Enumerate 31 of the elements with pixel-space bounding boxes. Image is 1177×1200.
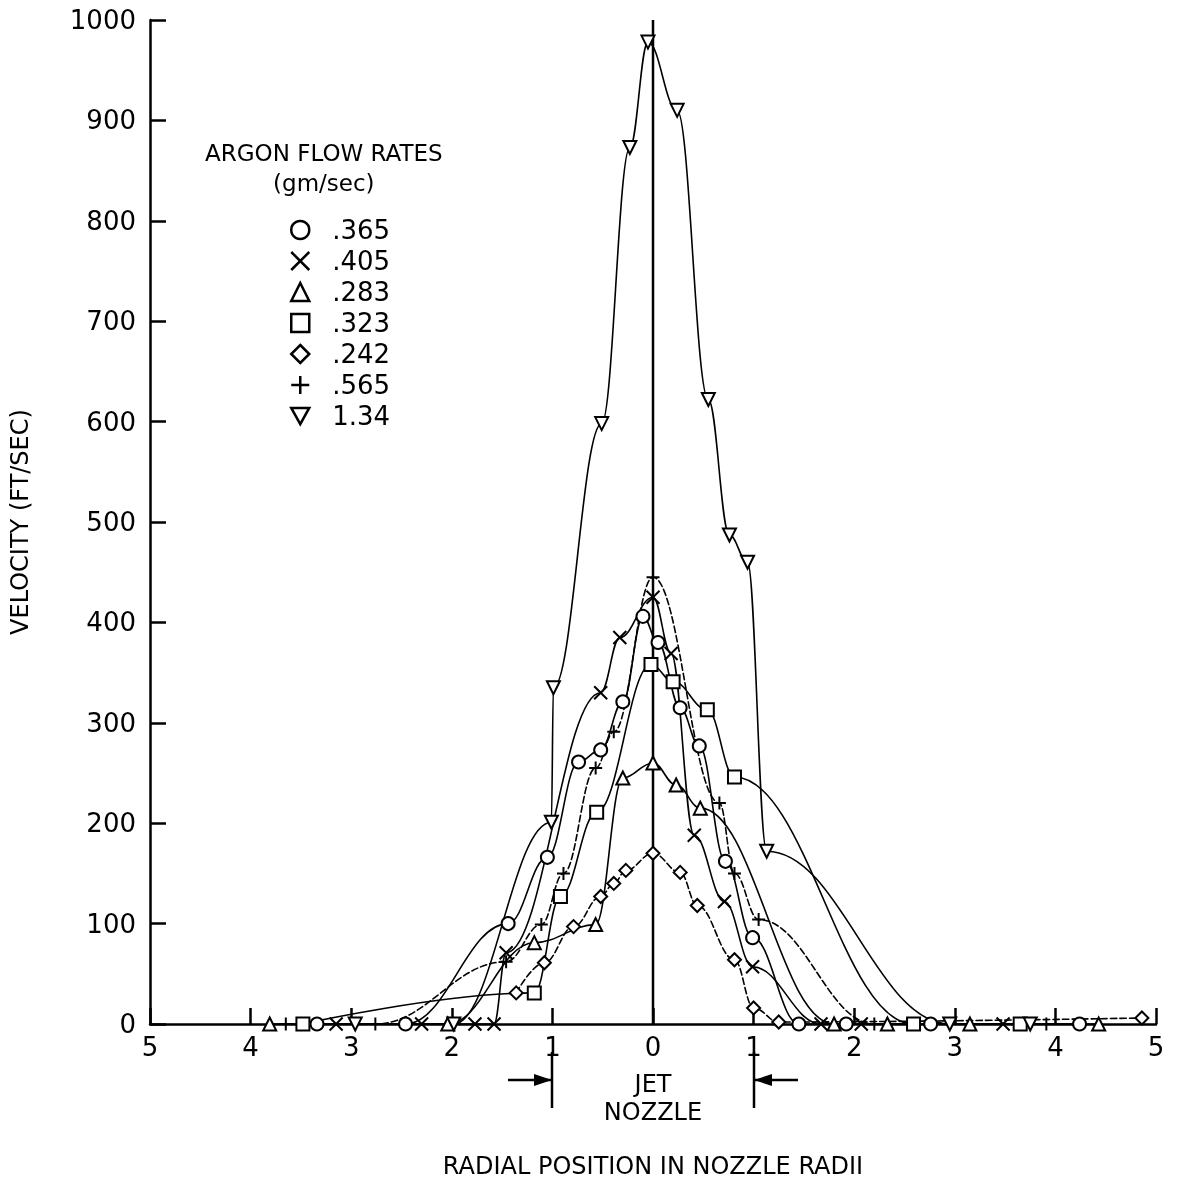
y-tick-label: 200 bbox=[86, 808, 136, 839]
legend-label: .405 bbox=[332, 246, 391, 276]
legend-label: .242 bbox=[332, 339, 391, 369]
legend-title: ARGON FLOW RATES (gm/sec) bbox=[205, 139, 443, 198]
x-tick-label: 2 bbox=[845, 1032, 863, 1062]
x-tick-label: 2 bbox=[443, 1032, 461, 1062]
y-tick-label: 1000 bbox=[69, 5, 136, 35]
legend-label: 1.34 bbox=[332, 401, 391, 431]
y-tick-label: 600 bbox=[86, 406, 136, 437]
y-tick-label: 500 bbox=[86, 507, 136, 537]
x-tick-label: 5 bbox=[1147, 1032, 1165, 1062]
x-tick-label: 4 bbox=[1047, 1032, 1064, 1062]
y-axis-title: VELOCITY (FT/SEC) bbox=[6, 409, 34, 635]
y-tick-label: 0 bbox=[119, 1009, 136, 1039]
legend-label: .365 bbox=[332, 215, 391, 245]
x-tick-label: 5 bbox=[141, 1032, 159, 1062]
legend-label: .565 bbox=[332, 370, 391, 400]
legend-label: .283 bbox=[332, 277, 391, 307]
y-tick-label: 900 bbox=[86, 105, 136, 136]
text: JET NOZZLE bbox=[602, 1070, 704, 1126]
y-tick-label: 700 bbox=[86, 306, 136, 337]
legend-label: .323 bbox=[332, 308, 391, 338]
x-tick-label: 4 bbox=[242, 1032, 259, 1062]
y-tick-label: 400 bbox=[86, 607, 136, 638]
x-axis-title: RADIAL POSITION IN NOZZLE RADII bbox=[442, 1152, 864, 1180]
x-tick-label: 0 bbox=[644, 1032, 662, 1062]
y-tick-label: 300 bbox=[86, 707, 136, 738]
y-tick-label: 800 bbox=[86, 205, 136, 236]
x-tick-label: 3 bbox=[342, 1032, 360, 1062]
y-tick-label: 100 bbox=[86, 908, 136, 939]
x-tick-label: 3 bbox=[946, 1032, 964, 1062]
